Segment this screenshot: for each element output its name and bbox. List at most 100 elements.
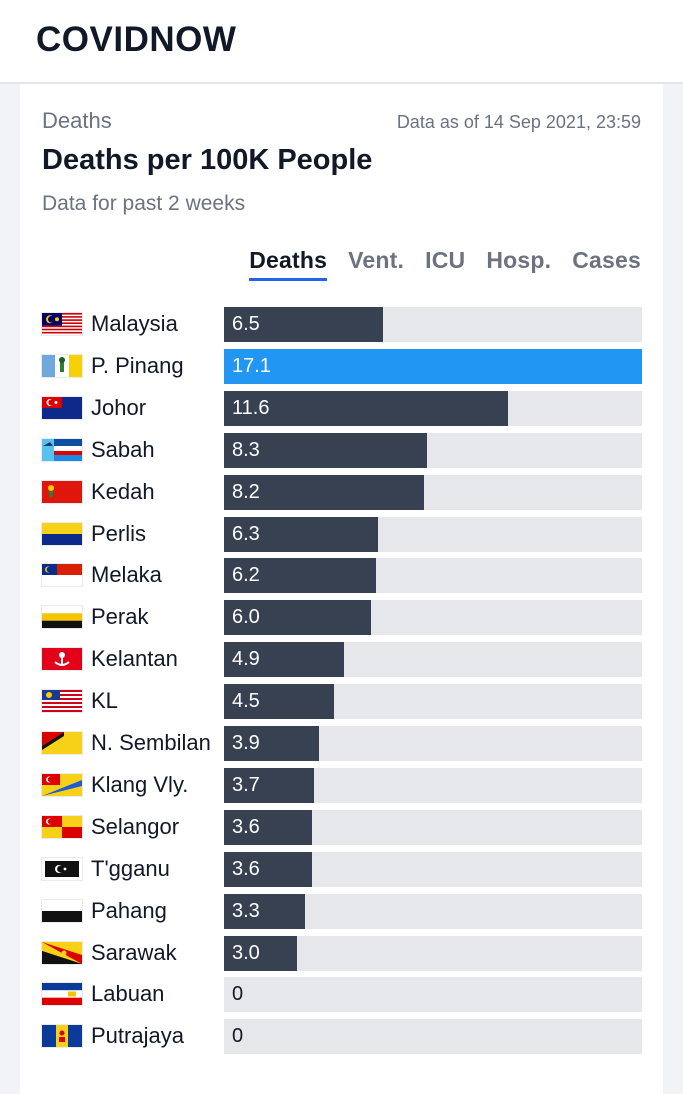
flag-icon-malaysia [42,313,82,335]
data-label: 0 [232,983,244,1006]
data-label: 3.3 [232,899,260,922]
category-label: Sabah [91,436,155,462]
flag-icon-t-gganu [42,857,82,880]
bar-row-kl[interactable]: KL 4.5 [20,684,663,720]
bar-row-malaysia[interactable]: Malaysia 6.5 [20,307,663,343]
bar-row-pahang[interactable]: Pahang 3.3 [20,893,663,930]
category-label: Kelantan [91,646,178,672]
bar [224,600,371,636]
bar-track: 4.5 [224,684,642,720]
bar [224,348,642,384]
bar [224,516,378,552]
bar [224,935,297,971]
bar [224,767,314,803]
flag-icon-johor [42,396,82,419]
bar-track: 11.6 [224,390,642,426]
bar-row-sarawak[interactable]: Sarawak 3.0 [20,935,663,972]
bar-track: 4.9 [224,642,642,678]
flag-icon-melaka [42,564,82,587]
bar-row-n-sembilan[interactable]: N. Sembilan 3.9 [20,726,663,762]
data-label: 3.7 [232,773,260,796]
data-label: 3.6 [232,857,260,880]
app-logo[interactable]: COVIDNOW [36,20,237,59]
bar-track: 8.3 [224,432,642,468]
data-label: 3.6 [232,815,260,838]
bar-row-johor[interactable]: Johor 11.6 [20,390,663,427]
bar-row-kedah[interactable]: Kedah 8.2 [20,474,663,511]
bar-row-putrajaya[interactable]: Putrajaya 0 [20,1019,663,1055]
category-label: Perak [91,604,149,630]
bar [224,642,344,678]
data-timestamp: Data as of 14 Sep 2021, 23:59 [396,112,641,132]
category-label: Melaka [91,562,162,588]
data-label: 4.9 [232,648,260,671]
data-label: 3.9 [232,732,260,754]
category-label: P. Pinang [91,352,184,378]
bar-row-t-gganu[interactable]: T'gganu 3.6 [20,851,663,888]
data-label: 3.0 [232,941,260,964]
bar-row-kelantan[interactable]: Kelantan 4.9 [20,642,663,678]
stats-card: Deaths Data as of 14 Sep 2021, 23:59 Dea… [20,84,663,1094]
bar-track: 3.3 [224,893,642,929]
data-label: 6.3 [232,522,260,545]
category-label: Kedah [91,478,155,504]
bar [224,684,334,720]
category-label: N. Sembilan [91,730,211,755]
flag-icon-kelantan [42,648,82,671]
bar-row-perlis[interactable]: Perlis 6.3 [20,516,663,553]
category-label: Pahang [91,897,167,923]
bar-row-klang-vly[interactable]: Klang Vly. 3.7 [20,767,663,804]
flag-icon-pahang [42,899,82,922]
bar-row-melaka[interactable]: Melaka 6.2 [20,558,663,594]
tab-cases[interactable]: Cases [572,247,641,273]
data-label: 4.5 [232,690,260,713]
bar-track: 3.7 [224,767,642,803]
bar-track: 6.3 [224,516,642,552]
data-label: 8.2 [232,480,260,503]
bar-track: 8.2 [224,474,642,510]
data-label: 17.1 [232,354,271,377]
category-label: Klang Vly. [91,771,189,797]
category-label: Labuan [91,981,165,1007]
card-subtitle: Data for past 2 weeks [42,192,246,215]
bar-track: 3.9 [224,726,642,761]
bar-row-p-pinang[interactable]: P. Pinang 17.1 [20,348,663,385]
flag-icon-putrajaya [42,1025,82,1048]
tab-deaths[interactable]: Deaths [249,247,328,281]
data-label: 6.0 [232,606,260,629]
data-label: 6.5 [232,313,260,335]
tab-hosp[interactable]: Hosp. [486,247,552,273]
bar [224,558,376,594]
category-label: Putrajaya [91,1023,184,1049]
bar [224,809,312,845]
bar-track: 6.0 [224,600,642,636]
bar-track: 3.6 [224,809,642,845]
flag-icon-sabah [42,438,82,461]
category-label: T'gganu [91,855,170,881]
bar [224,726,319,761]
bar-track: 17.1 [224,348,642,384]
flag-icon-perak [42,606,82,629]
bar-row-selangor[interactable]: Selangor 3.6 [20,809,663,846]
category-label: Johor [91,394,147,420]
data-label: 11.6 [232,396,270,419]
top-bar: COVIDNOW [0,0,683,84]
bar-track: 0 [224,977,642,1013]
bar [224,307,383,342]
flag-icon-selangor [42,815,82,838]
bar-row-labuan[interactable]: Labuan 0 [20,977,663,1013]
bar-row-sabah[interactable]: Sabah 8.3 [20,432,663,469]
flag-icon-kl [42,690,82,713]
category-label: Malaysia [91,311,178,336]
bar [224,851,312,887]
category-label: Sarawak [91,939,177,965]
tab-icu[interactable]: ICU [425,247,466,273]
data-label: 0 [232,1025,244,1048]
bar [224,893,305,929]
flag-icon-n-sembilan [42,732,82,754]
bar-row-perak[interactable]: Perak 6.0 [20,600,663,636]
category-label: KL [91,688,118,714]
flag-icon-p-pinang [42,354,82,377]
data-label: 6.2 [232,564,260,587]
tab-vent[interactable]: Vent. [348,247,405,273]
